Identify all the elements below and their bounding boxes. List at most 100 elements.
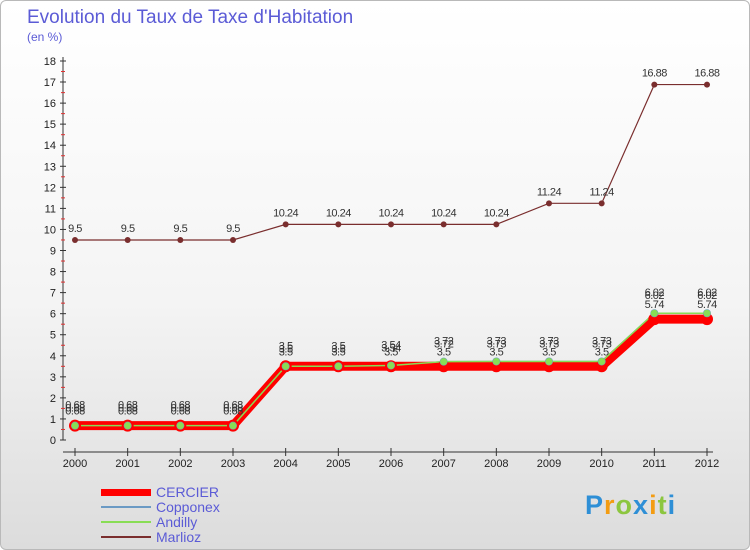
series-point-andilly: [282, 362, 290, 370]
legend-item-marlioz: Marlioz: [101, 529, 301, 545]
legend-swatch-marlioz: [101, 536, 151, 538]
data-label-marlioz: 10.24: [326, 207, 351, 219]
data-label-marlioz: 10.24: [431, 207, 456, 219]
series-point-marlioz: [651, 81, 658, 88]
y-tick-label: 0: [50, 435, 56, 447]
data-label-marlioz: 16.88: [694, 68, 719, 80]
series-point-andilly: [334, 362, 342, 370]
data-label-andilly: 3.73: [539, 335, 559, 347]
legend-swatch-copponex: [101, 506, 151, 508]
logo-letter: P: [585, 490, 605, 520]
data-label-cercier: 0.68: [223, 406, 243, 418]
data-label-copponex: 3.5: [279, 343, 293, 355]
data-label-andilly: 3.72: [434, 336, 454, 348]
data-label-andilly: 0.68: [171, 400, 191, 412]
data-label-cercier: 0.68: [118, 406, 138, 418]
data-label-cercier: 5.74: [645, 299, 665, 311]
data-label-andilly: 3.5: [279, 340, 293, 352]
legend-item-copponex: Copponex: [101, 499, 301, 515]
data-label-cercier: 3.5: [595, 346, 609, 358]
series-point-marlioz: [124, 236, 131, 243]
series-point-marlioz: [388, 221, 394, 228]
data-label-andilly: 0.68: [118, 400, 138, 412]
series-point-andilly: [598, 357, 606, 365]
series-point-marlioz: [230, 236, 236, 243]
series-point-cercier: [648, 313, 661, 326]
y-tick-label: 18: [44, 56, 56, 68]
data-label-copponex: 3.73: [487, 338, 507, 350]
data-label-cercier: 3.5: [279, 346, 293, 358]
x-tick-label: 2007: [431, 458, 455, 470]
legend-label-andilly: Andilly: [156, 514, 198, 530]
data-label-andilly: 0.68: [65, 400, 85, 412]
series-point-marlioz: [493, 221, 500, 228]
proxiti-logo: Proxiti: [585, 490, 676, 521]
x-tick-label: 2009: [537, 458, 561, 470]
legend-label-marlioz: Marlioz: [156, 529, 202, 545]
legend: CERCIER Copponex Andilly Marlioz: [101, 484, 301, 545]
data-label-andilly: 0.68: [223, 400, 243, 412]
x-tick-label: 2006: [379, 458, 403, 470]
data-label-marlioz: 9.5: [121, 223, 135, 235]
y-tick-label: 1: [50, 414, 56, 426]
data-label-marlioz: 11.24: [590, 186, 615, 198]
data-label-andilly: 3.54: [381, 339, 401, 351]
series-point-andilly: [71, 422, 79, 430]
logo-letter: t: [657, 490, 668, 520]
data-label-marlioz: 10.24: [484, 207, 509, 219]
series-point-marlioz: [598, 200, 605, 207]
series-point-andilly: [650, 309, 658, 317]
data-label-cercier: 0.68: [65, 406, 85, 418]
y-tick-label: 4: [50, 351, 56, 363]
chart-title: Evolution du Taux de Taxe d'Habitation: [27, 7, 354, 28]
y-tick-label: 15: [44, 119, 56, 131]
data-label-marlioz: 10.24: [273, 207, 298, 219]
y-tick-label: 8: [50, 267, 56, 279]
data-label-marlioz: 9.5: [68, 223, 82, 235]
y-tick-label: 5: [50, 330, 56, 342]
series-point-andilly: [229, 422, 237, 430]
series-point-cercier: [701, 313, 713, 326]
data-label-cercier: 3.5: [384, 346, 398, 358]
series-point-marlioz: [546, 200, 552, 207]
data-label-marlioz: 9.5: [226, 223, 240, 235]
y-tick-label: 7: [50, 288, 56, 300]
x-tick-label: 2005: [326, 458, 350, 470]
series-point-andilly: [703, 309, 711, 317]
y-tick-label: 16: [44, 98, 56, 110]
data-label-cercier: 5.74: [697, 299, 717, 311]
series-point-marlioz: [335, 221, 342, 228]
x-tick-label: 2008: [484, 458, 508, 470]
y-tick-label: 6: [50, 309, 56, 321]
data-label-copponex: 6.02: [645, 290, 665, 302]
series-point-marlioz: [440, 221, 447, 228]
data-label-cercier: 3.5: [437, 346, 451, 358]
x-tick-label: 2012: [695, 458, 719, 470]
logo-letter: i: [649, 490, 658, 520]
logo-letter: i: [667, 490, 677, 520]
series-point-andilly: [387, 361, 395, 369]
data-label-copponex: 3.54: [381, 342, 401, 354]
legend-label-copponex: Copponex: [156, 499, 220, 515]
data-label-marlioz: 16.88: [642, 68, 667, 80]
legend-item-andilly: Andilly: [101, 514, 301, 530]
x-tick-label: 2003: [221, 458, 245, 470]
data-label-copponex: 0.68: [171, 403, 191, 415]
chart-subtitle: (en %): [27, 30, 63, 44]
data-label-copponex: 3.73: [592, 338, 612, 350]
y-tick-label: 12: [44, 182, 56, 194]
legend-label-cercier: CERCIER: [156, 484, 220, 500]
y-tick-label: 10: [44, 224, 56, 236]
data-label-copponex: 0.68: [65, 403, 85, 415]
legend-swatch-cercier: [101, 489, 151, 496]
y-tick-label: 2: [50, 393, 56, 405]
data-label-copponex: 6.02: [697, 290, 717, 302]
series-point-marlioz: [177, 236, 184, 243]
data-label-copponex: 3.72: [434, 339, 454, 351]
series-point-andilly: [124, 422, 132, 430]
x-tick-label: 2011: [643, 458, 667, 470]
data-label-marlioz: 10.24: [378, 207, 403, 219]
series-point-andilly: [176, 422, 184, 430]
y-tick-label: 13: [44, 161, 56, 173]
